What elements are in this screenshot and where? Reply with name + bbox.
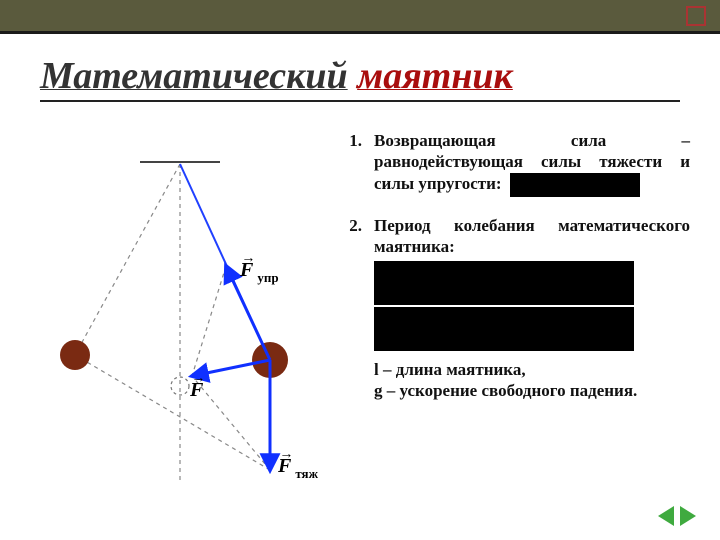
note-line: l – длина маятника, bbox=[374, 359, 690, 380]
content-area: F→упр F→тяж F→ 1. Возвращающая сила – равн… bbox=[30, 130, 690, 520]
title-part-1: Математический bbox=[40, 55, 348, 97]
redacted-box-icon bbox=[374, 307, 634, 351]
title-part-2: маятник bbox=[357, 55, 513, 97]
page-title: Математический маятник bbox=[40, 54, 680, 102]
item-number: 1. bbox=[340, 130, 362, 197]
text-column: 1. Возвращающая сила – равнодействующая … bbox=[340, 130, 690, 520]
item-number: 2. bbox=[340, 215, 362, 402]
redacted-box-icon bbox=[374, 261, 634, 305]
item-body: Возвращающая сила – равнодействующая сил… bbox=[374, 130, 690, 197]
redacted-formula-block bbox=[374, 261, 634, 351]
svg-text:F→: F→ bbox=[189, 371, 205, 401]
corner-square-icon bbox=[686, 6, 706, 26]
svg-text:F→упр: F→упр bbox=[239, 251, 279, 285]
pendulum-svg: F→упр F→тяж F→ bbox=[30, 150, 330, 490]
svg-text:F→тяж: F→тяж bbox=[277, 447, 319, 481]
redacted-formula bbox=[510, 173, 640, 197]
next-slide-icon[interactable] bbox=[680, 506, 696, 526]
item-text: Период колебания математического маятник… bbox=[374, 215, 690, 258]
item-body: Период колебания математического маятник… bbox=[374, 215, 690, 402]
top-bar bbox=[0, 0, 720, 34]
note-line: g – ускорение свободного падения. bbox=[374, 380, 690, 401]
prev-slide-icon[interactable] bbox=[658, 506, 674, 526]
nav-arrows bbox=[658, 506, 696, 526]
list-item: 2. Период колебания математического маят… bbox=[340, 215, 690, 402]
list-item: 1. Возвращающая сила – равнодействующая … bbox=[340, 130, 690, 197]
pendulum-diagram: F→упр F→тяж F→ bbox=[30, 150, 330, 490]
